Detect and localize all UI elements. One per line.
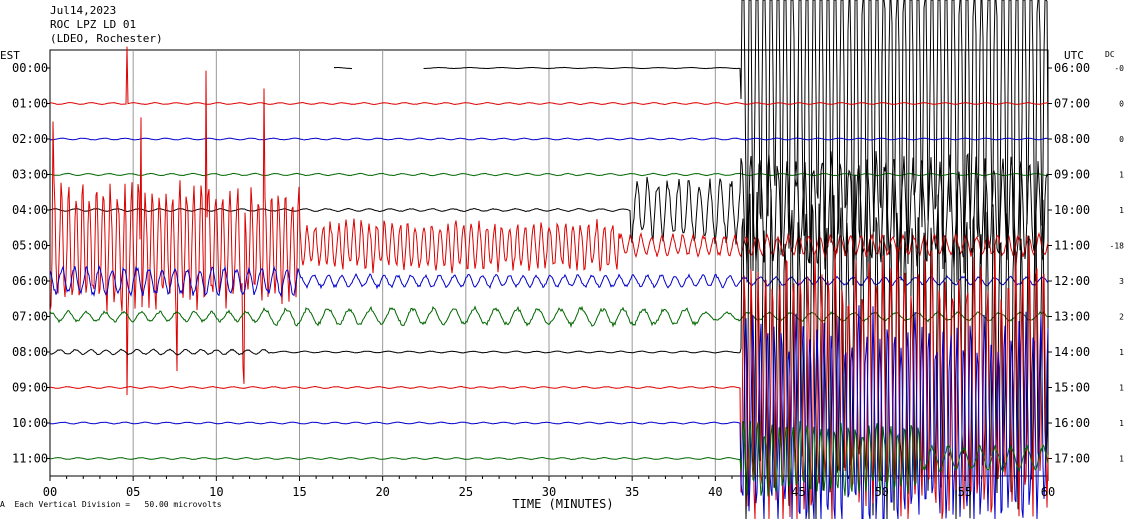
x-tick-label: 35: [625, 485, 639, 499]
utc-time-label: 08:00: [1054, 132, 1090, 146]
dc-header-label: DC: [1105, 50, 1115, 59]
utc-time-label: 15:00: [1054, 381, 1090, 395]
dc-offset-label: -0: [1114, 64, 1124, 73]
dc-offset-label: 1: [1119, 206, 1124, 215]
date-label: Jul14,2023: [50, 4, 117, 17]
utc-time-label: 13:00: [1054, 310, 1090, 324]
trace-line-0200: [49, 137, 1049, 141]
trace-line-1100: [49, 420, 1049, 497]
network-label: (LDEO, Rochester): [50, 32, 163, 45]
utc-time-label: 14:00: [1054, 345, 1090, 359]
est-time-label: 06:00: [12, 274, 48, 288]
est-time-label: 01:00: [12, 97, 48, 111]
x-tick-label: 25: [459, 485, 473, 499]
footnote-text: Each Vertical Division = 50.00 microvolt…: [14, 500, 222, 509]
dc-offset-label: 1: [1119, 348, 1124, 357]
trace-line-1000: [49, 305, 1049, 519]
x-tick-label: 60: [1041, 485, 1055, 499]
est-time-label: 00:00: [12, 61, 48, 75]
x-tick-label: 20: [375, 485, 389, 499]
utc-time-label: 12:00: [1054, 274, 1090, 288]
x-axis-title: TIME (MINUTES): [512, 497, 613, 511]
est-time-label: 05:00: [12, 239, 48, 253]
dc-offset-label: 1: [1119, 384, 1124, 393]
dc-offset-label: 0: [1119, 100, 1124, 109]
utc-time-label: 10:00: [1054, 203, 1090, 217]
est-time-label: 07:00: [12, 310, 48, 324]
est-time-label: 09:00: [12, 381, 48, 395]
x-tick-label: 40: [708, 485, 722, 499]
dc-offset-label: -18: [1110, 242, 1125, 251]
utc-time-label: 11:00: [1054, 239, 1090, 253]
dc-offset-label: 1: [1119, 171, 1124, 180]
dc-offset-label: 3: [1119, 277, 1124, 286]
dc-offset-label: 2: [1119, 313, 1124, 322]
x-tick-label: 50: [874, 485, 888, 499]
est-time-label: 10:00: [12, 416, 48, 430]
x-tick-label: 00: [43, 485, 57, 499]
x-tick-label: 15: [292, 485, 306, 499]
est-time-label: 04:00: [12, 203, 48, 217]
station-label: ROC LPZ LD 01: [50, 18, 137, 31]
trace-line-0000: [333, 0, 1049, 286]
utc-time-label: 09:00: [1054, 168, 1090, 182]
dc-offset-label: 0: [1119, 135, 1124, 144]
est-time-label: 03:00: [12, 168, 48, 182]
x-tick-label: 55: [958, 485, 972, 499]
utc-zone-label: UTC: [1064, 49, 1084, 62]
header-block: Jul14,2023 ROC LPZ LD 01 (LDEO, Rochester): [50, 4, 163, 46]
trace-line-0500: [49, 70, 1049, 396]
utc-time-label: 17:00: [1054, 452, 1090, 466]
trace-line-0900: [49, 245, 1049, 519]
est-time-label: 11:00: [12, 452, 48, 466]
est-zone-label: EST: [0, 49, 20, 62]
trace-line-0100: [49, 46, 1049, 106]
x-tick-label: 30: [542, 485, 556, 499]
x-tick-label: 10: [209, 485, 223, 499]
footnote-mark: A: [0, 500, 5, 509]
est-time-label: 02:00: [12, 132, 48, 146]
x-tick-label: 05: [126, 485, 140, 499]
dc-offset-label: 1: [1119, 455, 1124, 464]
dc-offset-label: 1: [1119, 419, 1124, 428]
trace-line-0600: [49, 264, 1049, 298]
utc-time-label: 06:00: [1054, 61, 1090, 75]
footnote: A Each Vertical Division = 50.00 microvo…: [0, 500, 222, 510]
utc-time-label: 07:00: [1054, 97, 1090, 111]
trace-line-0300: [49, 172, 1049, 177]
x-tick-label: 45: [791, 485, 805, 499]
est-time-label: 08:00: [12, 345, 48, 359]
utc-time-label: 16:00: [1054, 416, 1090, 430]
